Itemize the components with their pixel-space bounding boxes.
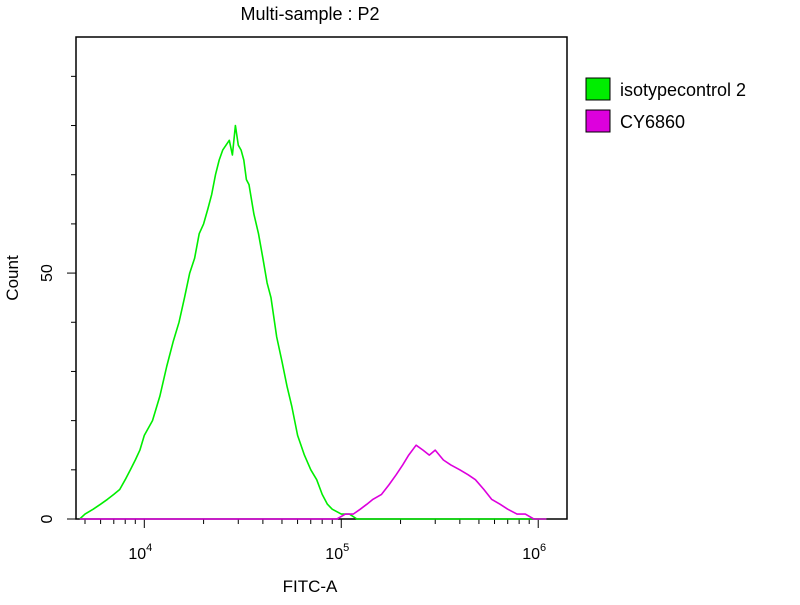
legend-swatch — [585, 109, 611, 133]
series-lines — [79, 124, 547, 520]
legend-label: isotypecontrol 2 — [620, 80, 746, 100]
x-axis-label: FITC-A — [283, 577, 338, 596]
series-line-2 — [79, 444, 547, 520]
x-tick-label: 105 — [325, 542, 349, 563]
series-line-1 — [79, 124, 547, 520]
plot-frame — [75, 36, 568, 520]
chart-title: Multi-sample : P2 — [240, 4, 379, 24]
legend-label: CY6860 — [620, 112, 685, 132]
tick-labels: 104 105 106 0 50 — [39, 264, 546, 563]
axis-ticks — [67, 75, 539, 528]
legend: isotypecontrol 2 CY6860 — [585, 77, 746, 133]
legend-swatch — [585, 77, 611, 101]
y-tick-label: 0 — [39, 514, 56, 523]
x-tick-label: 104 — [128, 542, 152, 563]
y-axis-label: Count — [3, 255, 22, 301]
y-tick-label: 50 — [39, 264, 56, 282]
x-tick-label: 106 — [522, 542, 546, 563]
